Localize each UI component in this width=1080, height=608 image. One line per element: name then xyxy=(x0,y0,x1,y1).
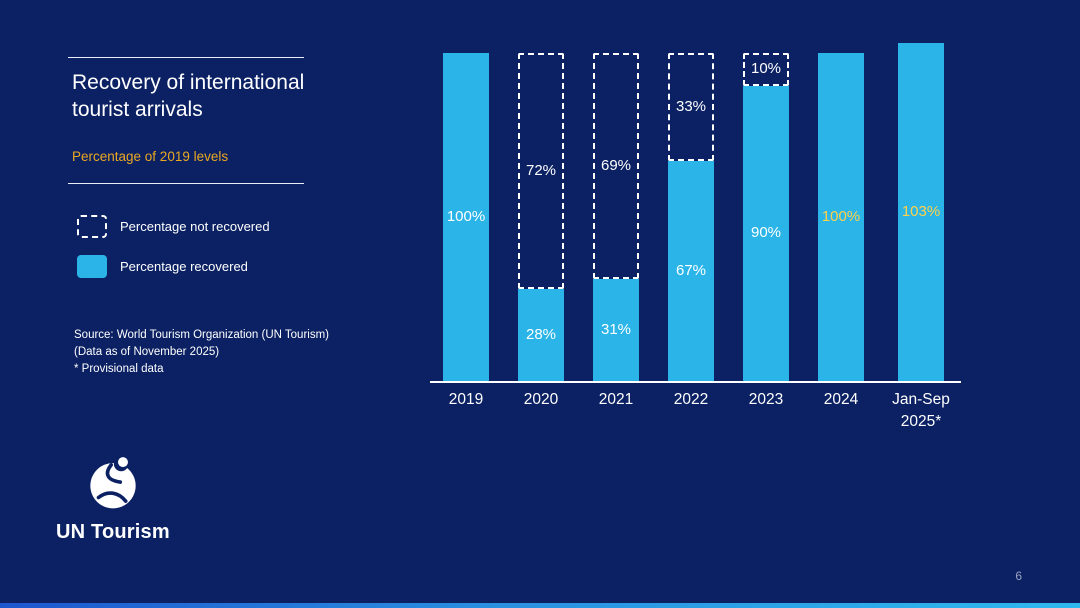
legend-swatch-dashed-icon xyxy=(77,215,107,238)
bottom-accent-strip xyxy=(0,603,1080,608)
bar-not-recovered-2020 xyxy=(518,53,564,290)
label-not-recovered-2020: 72% xyxy=(525,162,557,180)
x-label-2021: 2021 xyxy=(598,391,634,408)
label-not-recovered-2021: 69% xyxy=(600,157,632,175)
bar-recovered-2023 xyxy=(743,85,789,381)
x-label-jan-sep-2025: Jan-Sep 2025* xyxy=(892,391,950,430)
bar-recovered-2019 xyxy=(443,53,489,381)
x-label-2024: 2024 xyxy=(823,391,859,408)
bar-recovered-2022 xyxy=(668,161,714,381)
bar-not-recovered-2022 xyxy=(668,53,714,162)
bar-not-recovered-2021 xyxy=(593,53,639,280)
label-not-recovered-2022: 33% xyxy=(675,98,707,116)
label-recovered-2019: 100% xyxy=(446,208,486,225)
label-recovered-2023: 90% xyxy=(750,224,782,242)
bar-recovered-2021 xyxy=(593,279,639,381)
title-rule-top xyxy=(68,57,304,58)
bar-chart: 100% 2019 72% 28% 2020 69% 31% 2021 33% 67% 2022 10… xyxy=(428,0,988,470)
label-recovered-2022: 67% xyxy=(675,262,707,280)
page-number: 6 xyxy=(1015,569,1022,583)
x-label-2022: 2022 xyxy=(673,391,709,408)
legend-item-not-recovered: Percentage not recovered xyxy=(77,215,270,238)
x-label-2019: 2019 xyxy=(448,391,484,408)
label-recovered-2024: 100% xyxy=(821,208,861,225)
source-line-3: * Provisional data xyxy=(74,363,164,375)
bar-recovered-2024 xyxy=(818,53,864,381)
legend-swatch-solid-icon xyxy=(77,255,107,278)
source-note: Source: World Tourism Organization (UN T… xyxy=(74,327,329,378)
legend: Percentage not recovered Percentage reco… xyxy=(77,215,270,295)
un-tourism-logo-icon xyxy=(84,454,142,512)
x-label-2020: 2020 xyxy=(523,391,559,408)
legend-label-not-recovered: Percentage not recovered xyxy=(120,219,270,234)
title-rule-bottom xyxy=(68,183,304,184)
bar-recovered-jan-sep-2025 xyxy=(898,43,944,381)
x-label-2023: 2023 xyxy=(748,391,784,408)
bar-recovered-2020 xyxy=(518,289,564,381)
slide-subtitle: Percentage of 2019 levels xyxy=(72,149,229,164)
label-recovered-2020: 28% xyxy=(525,326,557,344)
page-title: Recovery of international tourist arriva… xyxy=(72,71,305,121)
logo-wordmark: UN Tourism xyxy=(56,521,170,543)
bar-not-recovered-2023 xyxy=(743,53,789,86)
legend-item-recovered: Percentage recovered xyxy=(77,255,270,278)
x-axis xyxy=(430,381,961,383)
label-recovered-2021: 31% xyxy=(600,321,632,339)
source-line-1: Source: World Tourism Organization (UN T… xyxy=(74,329,329,341)
label-recovered-jan-sep-2025: 103% xyxy=(901,203,941,221)
legend-label-recovered: Percentage recovered xyxy=(120,259,248,274)
source-line-2: (Data as of November 2025) xyxy=(74,346,220,358)
label-not-recovered-2023: 10% xyxy=(750,60,782,78)
